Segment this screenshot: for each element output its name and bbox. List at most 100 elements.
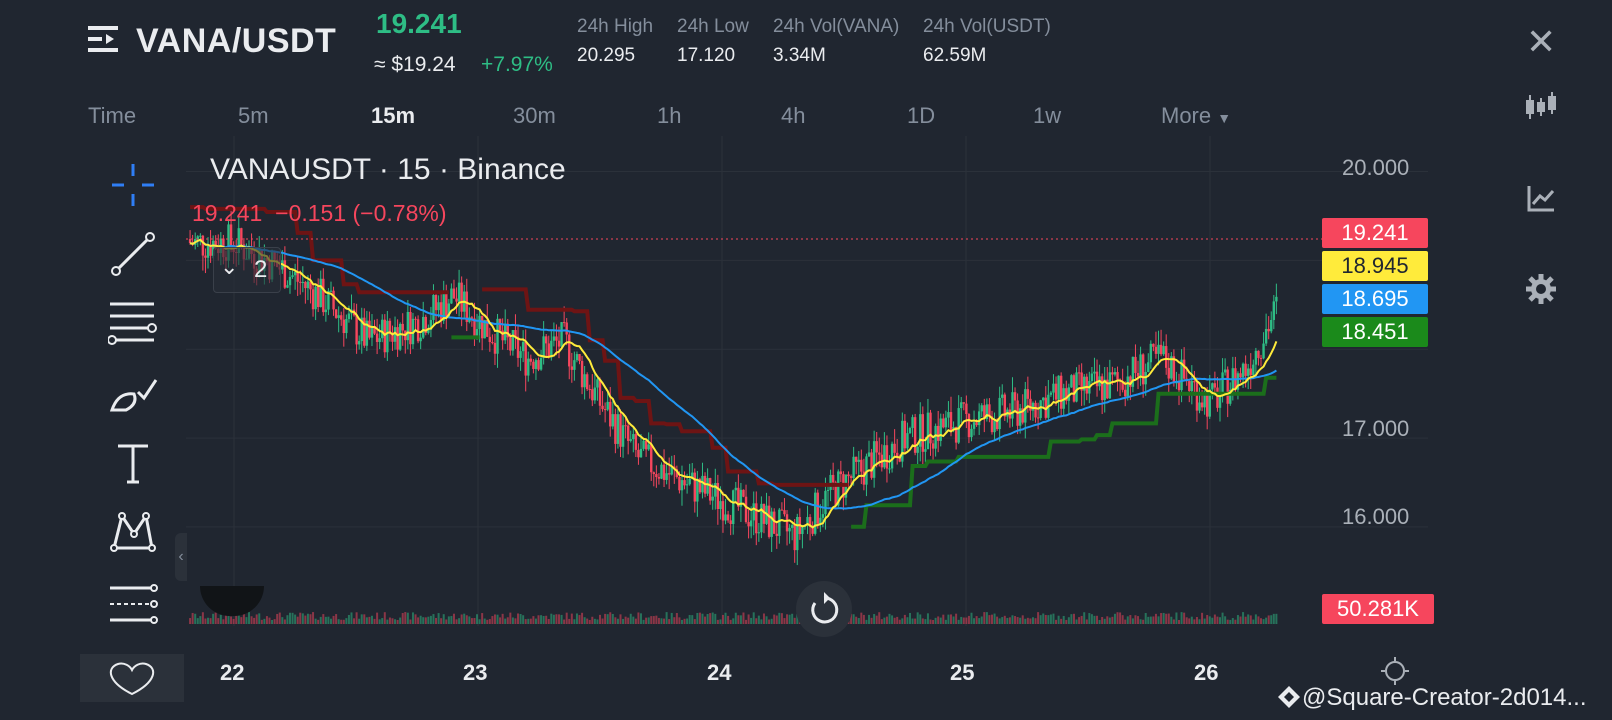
volume-bar: [770, 618, 773, 624]
close-icon[interactable]: ✕: [1526, 21, 1557, 62]
volume-bar: [1239, 616, 1242, 624]
candle-body: [888, 468, 891, 470]
volume-bar: [517, 613, 520, 624]
crosshair-icon[interactable]: [108, 160, 158, 210]
candlestick-icon[interactable]: [1524, 90, 1558, 124]
volume-bar: [973, 618, 976, 624]
candle-body: [585, 374, 589, 390]
indicator-toggle[interactable]: ⌄ 2: [213, 247, 281, 293]
volume-bar: [511, 617, 514, 624]
tf-4h[interactable]: 4h: [781, 103, 806, 128]
candle-body: [775, 533, 778, 536]
candle-body: [852, 456, 855, 478]
candle-body: [719, 501, 722, 510]
candle-body: [547, 343, 550, 358]
candle-body: [360, 317, 363, 342]
candle-body: [1188, 381, 1191, 392]
candle-body: [742, 489, 745, 497]
volume-bar: [952, 616, 955, 624]
candle-body: [985, 404, 989, 419]
chevron-down-icon: ⌄: [220, 254, 239, 279]
indicator-icon[interactable]: [1524, 182, 1558, 216]
fib-retracement-icon[interactable]: [108, 298, 158, 348]
axis-settings-icon[interactable]: [1380, 656, 1410, 686]
tf-time-label[interactable]: Time: [88, 103, 137, 128]
volume-bar: [1039, 615, 1042, 624]
candle-body: [814, 492, 817, 534]
tf-more[interactable]: More ▼: [1161, 103, 1231, 129]
volume-bar: [614, 617, 617, 624]
candle-body: [486, 319, 489, 337]
brush-icon[interactable]: [108, 370, 158, 420]
candle-body: [1216, 387, 1219, 408]
pattern-tool-icon[interactable]: [108, 508, 158, 558]
volume-bar: [916, 612, 919, 624]
candle-body: [1275, 296, 1278, 302]
candle-body: [534, 360, 538, 369]
volume-bar: [245, 617, 248, 624]
volume-bar: [222, 619, 225, 624]
candle-body: [1057, 375, 1060, 400]
candle-body: [980, 405, 983, 412]
volume-bar: [967, 615, 970, 624]
candle-body: [304, 282, 307, 289]
candle-body: [1067, 387, 1071, 401]
volume-bar: [850, 613, 853, 624]
tf-30m[interactable]: 30m: [513, 103, 556, 128]
tf-1d[interactable]: 1D: [907, 103, 936, 128]
candle-body: [1139, 354, 1142, 377]
candle-body: [1218, 392, 1222, 408]
candle-body: [1070, 375, 1073, 388]
volume-bar: [1231, 618, 1234, 624]
stat-label-high: 24h High: [577, 16, 654, 37]
volume-bar: [1152, 616, 1155, 624]
volume-bar: [191, 612, 194, 624]
candle-body: [762, 503, 766, 524]
candle-body: [365, 320, 369, 346]
volume-bar: [862, 614, 865, 624]
menu-icon[interactable]: [88, 24, 120, 54]
tf-5m[interactable]: 5m: [238, 103, 269, 128]
chart-grid: [186, 136, 1428, 626]
volume-bar: [1193, 619, 1196, 624]
candle-body: [227, 224, 230, 261]
reset-chart-button[interactable]: [796, 581, 852, 637]
pair-title[interactable]: VANA/USDT: [136, 22, 337, 60]
candle-body: [849, 476, 853, 478]
volume-bar: [788, 614, 791, 624]
favorite-button[interactable]: [80, 654, 184, 702]
volume-bar: [591, 616, 594, 624]
volume-bar: [263, 618, 266, 624]
collapse-toolbar-button[interactable]: ‹: [175, 533, 187, 581]
prediction-tool-icon[interactable]: [108, 580, 158, 630]
candle-body: [1244, 363, 1247, 376]
candle-body: [616, 414, 620, 444]
volume-bar: [1180, 612, 1183, 624]
volume-bar: [1047, 615, 1050, 624]
text-tool-icon[interactable]: [108, 438, 158, 488]
volume-bar: [411, 612, 414, 624]
candle-body: [1124, 389, 1127, 397]
tf-1h[interactable]: 1h: [657, 103, 682, 128]
volume-bar: [424, 617, 427, 624]
volume-bar: [755, 618, 758, 624]
volume-bar: [491, 616, 494, 624]
candle-body: [1159, 344, 1163, 355]
volume-bar: [347, 614, 350, 624]
tf-1w[interactable]: 1w: [1033, 103, 1062, 128]
candle-body: [288, 276, 292, 286]
volume-bar: [599, 614, 601, 624]
candle-body: [340, 315, 343, 320]
candle-body: [698, 478, 702, 493]
trend-line-icon[interactable]: [108, 229, 158, 279]
volume-bar: [596, 619, 599, 624]
candle-body: [857, 459, 860, 462]
settings-gear-icon[interactable]: [1524, 272, 1558, 306]
candle-body: [949, 412, 953, 431]
candle-body: [1072, 375, 1076, 402]
tf-15m[interactable]: 15m: [371, 103, 416, 128]
candle-body: [591, 389, 594, 401]
volume-bar: [481, 613, 484, 624]
candle-body: [1264, 328, 1268, 344]
volume-bar: [422, 617, 425, 624]
